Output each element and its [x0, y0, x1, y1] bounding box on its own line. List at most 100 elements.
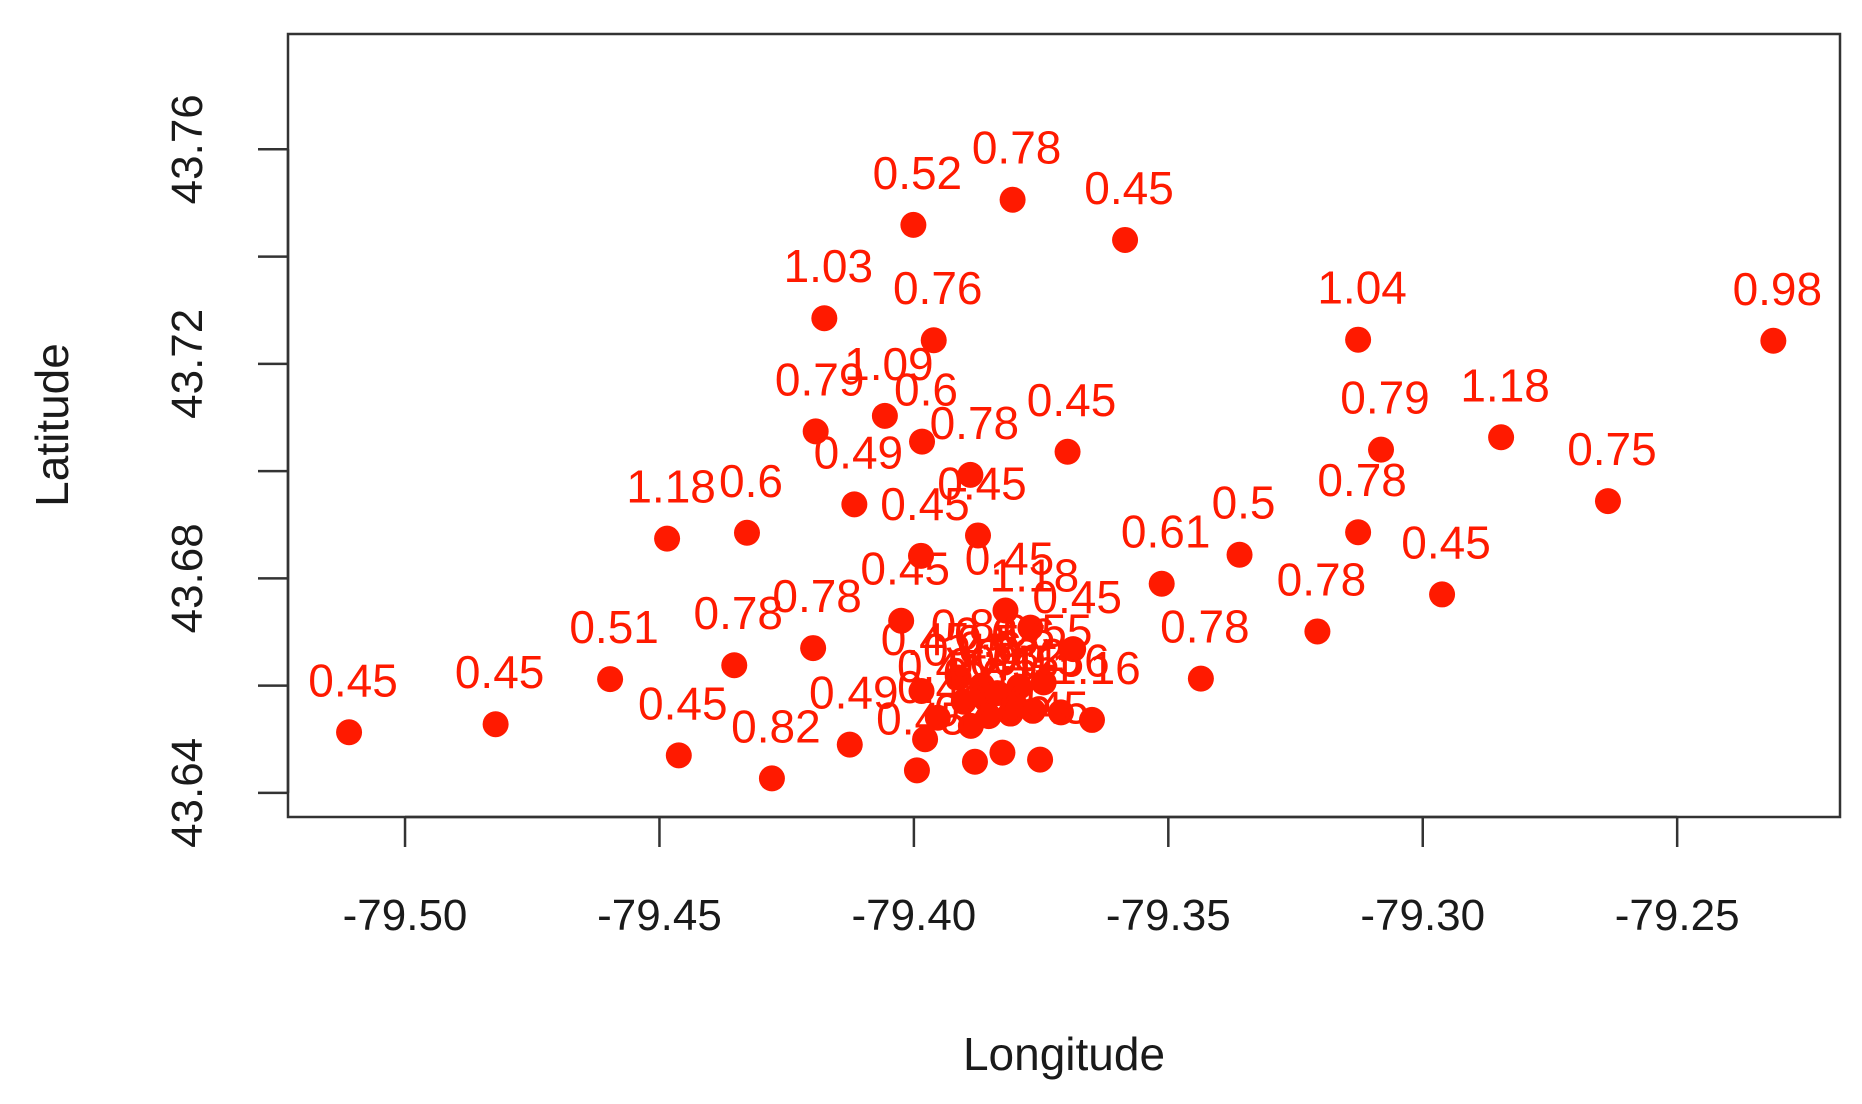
data-point: [1429, 581, 1456, 608]
data-point: [950, 688, 977, 715]
data-point: [900, 211, 927, 238]
data-point: [336, 719, 363, 746]
point-label: 0.98: [1733, 263, 1823, 315]
point-label: 1.18: [1460, 359, 1550, 411]
data-point: [924, 704, 951, 731]
x-tick-label: -79.35: [1106, 891, 1231, 940]
data-point: [992, 597, 1019, 624]
data-point: [1078, 706, 1105, 733]
point-label: 0.45: [948, 638, 1038, 690]
point-label: 0.8: [931, 600, 995, 652]
point-label: 0.82: [731, 700, 821, 752]
point-label: 0.79: [775, 353, 865, 405]
data-point: [800, 635, 827, 662]
data-point: [811, 305, 838, 332]
y-axis-title: Latitude: [26, 343, 78, 507]
point-label: 0.45: [1084, 162, 1174, 214]
point-label: 0.45: [638, 677, 728, 729]
data-point: [1760, 327, 1787, 354]
point-label: 0.78: [1160, 601, 1250, 653]
data-point: [965, 522, 992, 549]
data-point: [1060, 636, 1087, 663]
data-point: [888, 607, 915, 634]
point-label: 1.09: [844, 338, 934, 390]
data-point: [908, 677, 935, 704]
data-point: [957, 461, 984, 488]
point-label: 0.56: [1020, 634, 1110, 686]
point-label: 0.8: [954, 608, 1018, 660]
data-point: [758, 765, 785, 792]
point-label: 0.45: [934, 684, 1024, 736]
data-point: [912, 726, 939, 753]
x-tick-label: -79.30: [1360, 891, 1485, 940]
point-label: 0.45: [881, 613, 971, 665]
data-point: [1019, 697, 1046, 724]
point-label: 0.78: [772, 570, 862, 622]
point-label: 0.79: [1340, 372, 1430, 424]
data-point: [1345, 326, 1372, 353]
data-point: [1594, 488, 1621, 515]
y-tick-label: 43.72: [163, 309, 212, 419]
point-label: 0.45: [876, 692, 966, 744]
point-label: 0.4: [897, 661, 961, 713]
point-label: 0.45: [1027, 374, 1117, 426]
x-tick-label: -79.25: [1615, 891, 1740, 940]
point-label: 0.78: [930, 397, 1020, 449]
data-point: [1488, 424, 1515, 451]
data-point: [1027, 746, 1054, 773]
data-point: [997, 700, 1024, 727]
data-point: [1017, 614, 1044, 641]
point-label: 0.51: [569, 601, 659, 653]
data-point: [802, 418, 829, 445]
data-point: [975, 703, 1002, 730]
points-layer: [336, 186, 1787, 792]
point-label: 0.78: [1277, 553, 1367, 605]
point-label: 0.6: [958, 622, 1022, 674]
point-label: 1.04: [1317, 262, 1407, 314]
data-point: [945, 664, 972, 691]
data-point: [999, 186, 1026, 213]
data-point: [1054, 438, 1081, 465]
data-point: [841, 491, 868, 518]
point-label: 0.45: [1032, 571, 1122, 623]
data-point: [665, 742, 692, 769]
point-label: 0.78: [972, 122, 1062, 174]
point-label: 1.16: [1051, 642, 1141, 694]
y-tick-label: 43.68: [163, 523, 212, 633]
data-point: [1006, 673, 1033, 700]
x-axis-title: Longitude: [963, 1028, 1165, 1080]
point-label: 0.75: [1567, 423, 1657, 475]
point-label: 0.49: [809, 667, 899, 719]
data-point: [597, 666, 624, 693]
point-label: 1.18: [990, 550, 1080, 602]
point-label: 0.45: [897, 640, 987, 692]
x-axis: -79.50 -79.45 -79.40 -79.35 -79.30 -79.25: [343, 815, 1740, 940]
point-label: 0.45: [937, 457, 1027, 509]
data-point: [1148, 570, 1175, 597]
point-labels-layer: 0.45 0.450.510.451.18 0.60.780.820.780.490…: [308, 122, 1822, 753]
data-point: [961, 748, 988, 775]
data-point: [908, 542, 935, 569]
point-label: 0.45: [923, 624, 1013, 676]
data-point: [903, 757, 930, 784]
data-point: [871, 402, 898, 429]
point-label: 0.45: [860, 543, 950, 595]
data-point: [989, 739, 1016, 766]
point-label: 0.45: [965, 533, 1055, 585]
point-label: 0.45: [308, 654, 398, 706]
point-label: 0.45: [455, 646, 545, 698]
point-label: 0.45: [970, 635, 1060, 687]
point-label: 0.55: [1003, 604, 1093, 656]
point-label: 0.49: [814, 426, 904, 478]
y-tick-label: 43.64: [163, 738, 212, 848]
point-label: 1.03: [784, 240, 874, 292]
point-label: 0.45: [1401, 516, 1491, 568]
point-label: 1.18: [626, 461, 716, 513]
x-tick-label: -79.50: [343, 891, 468, 940]
data-point: [1187, 665, 1214, 692]
data-point: [836, 731, 863, 758]
data-point: [1047, 699, 1074, 726]
data-point: [1304, 618, 1331, 645]
point-label: 0.45: [962, 675, 1052, 727]
